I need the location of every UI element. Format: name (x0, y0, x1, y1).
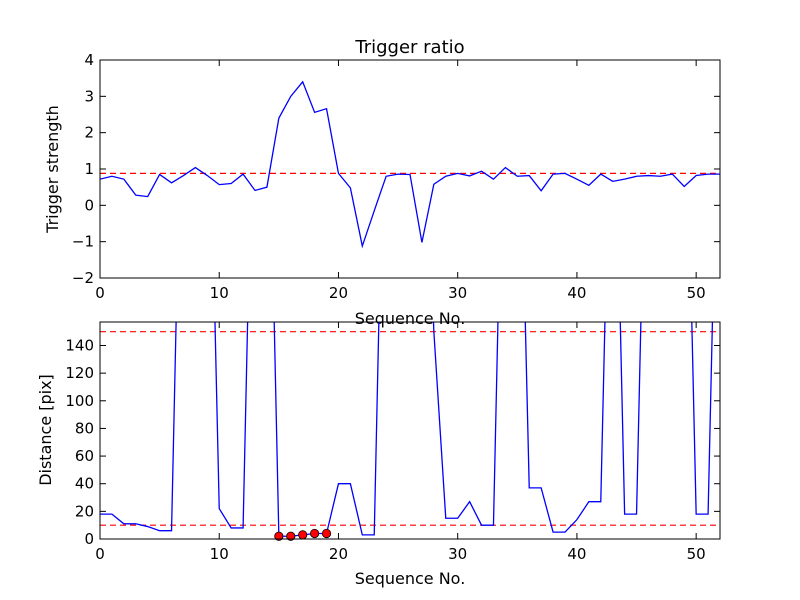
top-x-tick-label: 10 (210, 284, 229, 302)
bottom-marker-point (298, 530, 308, 540)
bottom-x-tick-label: 10 (210, 545, 229, 563)
bottom-y-axis-label: Distance [pix] (36, 374, 55, 486)
bottom-y-tick-label: 120 (65, 364, 94, 382)
bottom-x-tick-label: 40 (567, 545, 586, 563)
top-x-tick-label: 50 (687, 284, 706, 302)
top-y-tick-label: −2 (72, 269, 94, 287)
bottom-threshold-group (100, 331, 720, 526)
bottom-y-tick-label: 100 (65, 392, 94, 410)
bottom-y-tick-label: 40 (75, 475, 94, 493)
top-y-tick-label: 2 (84, 124, 94, 142)
top-y-tick-label: 1 (84, 160, 94, 178)
bottom-x-tick-label: 0 (95, 545, 105, 563)
bottom-series-line (100, 322, 714, 537)
top-x-tick-label: 20 (329, 284, 348, 302)
top-line-group (100, 80, 720, 249)
top-x-axis-label: Sequence No. (355, 309, 466, 328)
top-y-tick-label: −1 (72, 233, 94, 251)
top-x-tick-label: 0 (95, 284, 105, 302)
bottom-y-tick-label: 20 (75, 502, 94, 520)
bottom-x-ticks: 0 10 20 30 40 50 (95, 322, 706, 563)
chart-title: Trigger ratio (354, 37, 464, 58)
bottom-x-tick-label: 30 (448, 545, 467, 563)
bottom-y-ticks: 0 20 40 60 80 100 120 140 (65, 336, 720, 548)
bottom-y-tick-label: 80 (75, 419, 94, 437)
bottom-x-tick-label: 20 (329, 545, 348, 563)
bottom-marker-point (321, 528, 332, 539)
top-series-line (100, 80, 720, 249)
top-x-tick-label: 40 (567, 284, 586, 302)
top-x-tick-label: 30 (448, 284, 467, 302)
bottom-y-tick-label: 60 (75, 447, 94, 465)
bottom-y-tick-label: 0 (84, 530, 94, 548)
bottom-y-tick-label: 140 (65, 336, 94, 354)
trigger-ratio-chart: Trigger ratio 0 10 20 30 40 50 −2 −1 0 1 2 3 4 Sequ… (43, 37, 721, 328)
bottom-marker-point (310, 528, 320, 539)
top-y-ticks: −2 −1 0 1 2 3 4 (72, 51, 720, 287)
bottom-x-axis-label: Sequence No. (355, 569, 466, 588)
bottom-x-tick-label: 50 (687, 545, 706, 563)
bottom-line-group (100, 322, 714, 537)
top-y-tick-label: 0 (84, 196, 94, 214)
top-y-tick-label: 4 (84, 51, 94, 69)
top-y-tick-label: 3 (84, 87, 94, 105)
bottom-marker-point (286, 531, 296, 541)
bottom-plot-frame (99, 321, 721, 540)
top-y-axis-label: Trigger strength (43, 105, 62, 234)
distance-chart: 0 10 20 30 40 50 0 20 40 60 80 100 120 140 Sequence … (36, 321, 721, 588)
top-x-ticks: 0 10 20 30 40 50 (95, 60, 706, 302)
bottom-marker-point (274, 531, 284, 541)
